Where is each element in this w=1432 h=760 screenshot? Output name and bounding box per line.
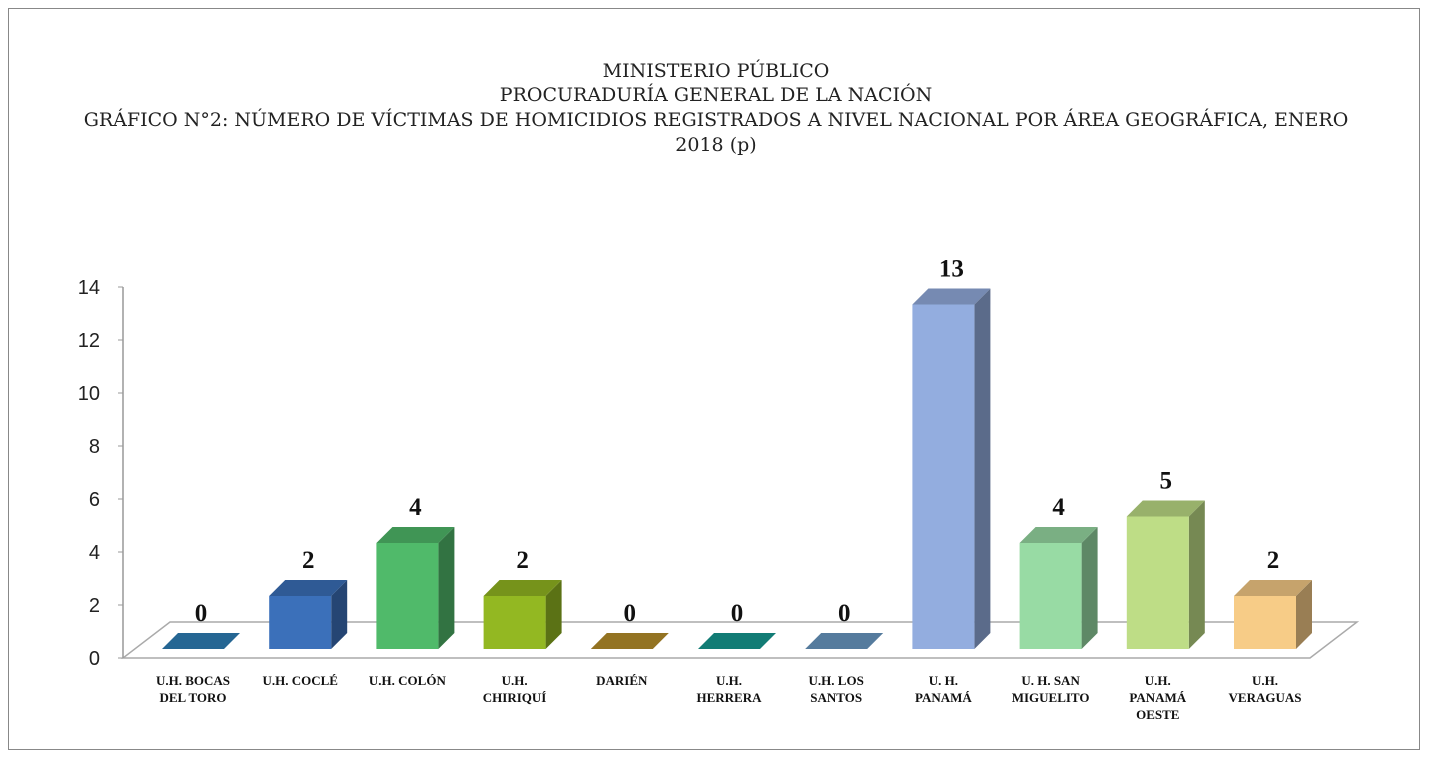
data-label: 0	[838, 600, 851, 627]
floor	[120, 621, 1360, 659]
bar-front	[912, 304, 975, 649]
bar-top	[269, 580, 348, 596]
bar-top	[1126, 500, 1205, 517]
x-tick-label: U.H. BOCAS DEL TORO	[155, 673, 231, 705]
bar-front	[269, 596, 332, 649]
bar-top	[590, 633, 669, 649]
x-tick-label: U.H. PANAMÁ OESTE	[1129, 673, 1187, 722]
bar-side	[438, 527, 455, 649]
x-tick-label: U.H. HERRERA	[696, 673, 762, 705]
data-label: 2	[302, 547, 315, 574]
bar	[912, 288, 991, 649]
y-tick-label: 8	[89, 436, 100, 458]
bar-top	[912, 288, 991, 305]
data-label: 4	[1052, 494, 1065, 521]
bar	[483, 580, 562, 649]
x-tick-label: U.H. COLÓN	[368, 673, 446, 688]
bar-top	[1019, 527, 1098, 543]
x-tick-label: U.H. VERAGUAS	[1228, 673, 1302, 705]
y-tick-label: 14	[78, 277, 100, 299]
bar	[1019, 527, 1098, 649]
bar-side	[545, 580, 562, 649]
bar	[805, 633, 884, 649]
bar-top	[162, 633, 240, 649]
bar-top	[698, 633, 776, 649]
bar-top	[805, 633, 884, 649]
bar-top	[376, 527, 455, 543]
chart-title: GRÁFICO N°2: NÚMERO DE VÍCTIMAS DE HOMIC…	[83, 109, 1349, 156]
bar-front	[1234, 596, 1296, 649]
y-tick-label: 12	[78, 330, 100, 352]
y-tick-label: 2	[89, 595, 100, 617]
bar-side	[974, 288, 991, 649]
x-tick-label: DARIÉN	[596, 673, 648, 688]
bar	[269, 580, 348, 649]
y-tick-label: 0	[89, 648, 100, 670]
data-label: 4	[409, 494, 422, 521]
data-label: 0	[624, 600, 637, 627]
data-label: 2	[1267, 547, 1280, 574]
data-label: 0	[731, 600, 744, 627]
bar-side	[331, 580, 348, 649]
bar	[1126, 500, 1205, 649]
bar-front	[376, 543, 439, 649]
x-tick-label: U.H. CHIRIQUÍ	[482, 673, 547, 705]
bar	[590, 633, 669, 649]
title-line: PROCURADURÍA GENERAL DE LA NACIÓN	[499, 84, 933, 106]
bar	[376, 527, 455, 649]
bar	[698, 633, 776, 649]
bar-front	[1126, 516, 1189, 649]
bar-side	[1081, 527, 1098, 649]
bar	[1234, 580, 1312, 649]
bar-side	[1296, 580, 1312, 649]
x-tick-label: U.H. LOS SANTOS	[808, 673, 864, 705]
x-tick-label: U.H. COCLÉ	[262, 673, 338, 688]
data-label: 2	[516, 547, 529, 574]
data-label: 0	[195, 600, 208, 627]
bar-front	[483, 596, 546, 649]
title-line: MINISTERIO PÚBLICO	[602, 60, 830, 82]
data-label: 5	[1160, 468, 1173, 495]
x-tick-label: U. H. PANAMÁ	[914, 673, 972, 705]
chart-frame	[8, 8, 1420, 750]
bar-front	[1019, 543, 1082, 649]
bar-top	[483, 580, 562, 596]
y-tick-label: 6	[89, 489, 100, 511]
bar-side	[1188, 500, 1205, 649]
bar-top	[1234, 580, 1312, 596]
y-tick-label: 10	[78, 383, 100, 405]
y-tick-label: 4	[89, 542, 100, 564]
data-label: 13	[939, 256, 964, 283]
bar	[162, 633, 240, 649]
x-tick-label: U. H. SAN MIGUELITO	[1011, 673, 1090, 705]
